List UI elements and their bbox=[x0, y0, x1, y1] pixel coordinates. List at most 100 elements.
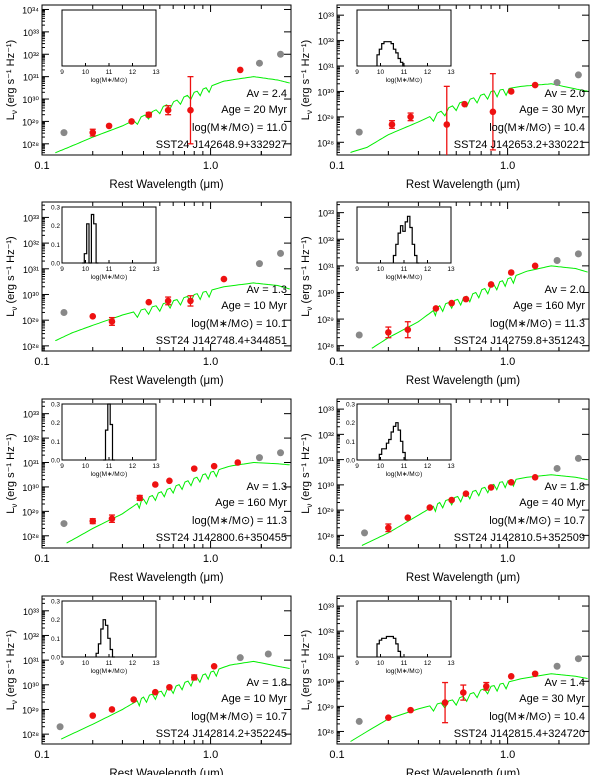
inset-frame bbox=[356, 206, 452, 264]
y-tick-label: 10³⁰ bbox=[22, 95, 39, 105]
inset-y-tick-label: 0.0 bbox=[51, 655, 60, 662]
photometry-point bbox=[108, 706, 116, 713]
photometry-point bbox=[145, 298, 153, 306]
y-tick-label: 10³² bbox=[318, 235, 334, 245]
y-tick-label: 10³⁰ bbox=[317, 288, 334, 298]
age-label: Age = 10 Myr bbox=[221, 300, 287, 312]
inset-x-tick-label: 12 bbox=[424, 463, 432, 470]
av-label: Av = 2.0 bbox=[545, 284, 585, 296]
inset-y-tick-label: 0.1 bbox=[346, 439, 355, 446]
inset-frame bbox=[61, 600, 157, 658]
inset-x-tick-label: 11 bbox=[106, 69, 113, 76]
stellar-mass-label: log(M∗/M⊙) = 11.0 bbox=[192, 122, 287, 134]
photometry-point bbox=[487, 484, 495, 491]
photometry-point bbox=[190, 674, 198, 681]
inset-x-tick-label: 10 bbox=[377, 463, 385, 470]
y-tick-label: 10³⁰ bbox=[22, 681, 39, 691]
inset-x-tick-label: 9 bbox=[60, 69, 64, 76]
x-tick-label: 1.0 bbox=[203, 553, 218, 565]
y-tick-label: 10²⁹ bbox=[317, 506, 334, 516]
mass-histogram bbox=[95, 619, 115, 658]
x-tick-label: 1.0 bbox=[203, 160, 218, 172]
y-axis-label-symbol: L bbox=[300, 311, 312, 317]
y-axis-label-symbol: L bbox=[5, 508, 17, 514]
y-tick-label: 10³¹ bbox=[23, 73, 39, 83]
inset-frame bbox=[356, 600, 452, 658]
mips-point bbox=[553, 464, 561, 472]
y-axis-label-units: (erg s⁻¹ Hz⁻¹) bbox=[5, 236, 17, 306]
av-label: Av = 1.8 bbox=[545, 481, 585, 493]
mass-histogram-inset: 9 10 11 12 13 0.3 0.2 0.1 0.0 log(M∗/M⊙) bbox=[51, 402, 160, 479]
photometry-point bbox=[531, 473, 539, 481]
photometry-point bbox=[507, 88, 515, 95]
inset-y-tick-label: 0.0 bbox=[51, 261, 60, 268]
y-tick-label: 10³⁰ bbox=[317, 87, 334, 97]
inset-y-tick-label: 0.2 bbox=[346, 420, 355, 427]
inset-x-tick-label: 13 bbox=[447, 266, 455, 273]
age-label: Age = 160 Myr bbox=[513, 300, 585, 312]
photometry-point bbox=[462, 295, 470, 303]
y-tick-label: 10³⁰ bbox=[22, 290, 39, 300]
photometry-point bbox=[487, 281, 495, 288]
y-tick-label: 10³³ bbox=[23, 28, 39, 38]
inset-x-axis-label: log(M∗/M⊙) bbox=[386, 471, 423, 478]
model-sed-line bbox=[66, 461, 290, 544]
inset-x-tick-label: 12 bbox=[424, 660, 432, 667]
inset-y-tick-label: 0.0 bbox=[346, 458, 355, 465]
inset-x-tick-label: 11 bbox=[106, 266, 113, 273]
y-tick-label: 10³³ bbox=[318, 405, 334, 415]
photometry-point bbox=[461, 100, 468, 108]
plot-frame bbox=[336, 4, 590, 156]
stellar-mass-label: log(M∗/M⊙) = 10.4 bbox=[489, 711, 585, 723]
y-tick-label: 10²⁹ bbox=[22, 705, 39, 715]
x-tick-label: 0.1 bbox=[329, 749, 344, 761]
y-tick-label: 10³¹ bbox=[23, 265, 39, 275]
y-tick-label: 10³² bbox=[318, 627, 334, 637]
mips-point bbox=[236, 654, 244, 662]
photometry-point bbox=[507, 479, 515, 486]
inset-x-tick-label: 11 bbox=[106, 463, 113, 470]
inset-x-tick-label: 12 bbox=[424, 69, 432, 76]
mips-point bbox=[277, 50, 285, 58]
inset-x-tick-label: 9 bbox=[60, 266, 64, 273]
y-axis-label-symbol: L bbox=[300, 704, 312, 710]
y-tick-label: 10³² bbox=[23, 239, 39, 249]
inset-x-tick-label: 12 bbox=[424, 266, 432, 273]
y-axis-label: Lν (erg s⁻¹ Hz⁻¹) bbox=[300, 40, 314, 120]
y-tick-label: 10³⁴ bbox=[22, 5, 39, 15]
photometry-point bbox=[507, 269, 515, 276]
plot-frame bbox=[41, 398, 292, 549]
y-tick-label: 10³⁰ bbox=[317, 481, 334, 491]
x-axis-label: Rest Wavelength (μm) bbox=[109, 572, 223, 584]
inset-frame bbox=[61, 206, 157, 264]
mips-point bbox=[361, 529, 369, 537]
source-name-label: SST24 J142814.2+352245 bbox=[156, 728, 287, 740]
photometry-point bbox=[448, 299, 455, 307]
mips-point bbox=[574, 250, 582, 258]
sed-panel: 0.1 1.0 10²⁸ 10²⁹ 10³⁰ 10³¹ 10³² 10³³ 9 10 11 12 13 l… bbox=[300, 201, 590, 387]
inset-x-tick-label: 9 bbox=[60, 463, 64, 470]
photometry-point bbox=[443, 121, 451, 128]
y-axis-label-symbol: L bbox=[300, 114, 312, 120]
inset-x-tick-label: 13 bbox=[447, 69, 455, 76]
mips-point bbox=[574, 71, 582, 79]
y-tick-label: 10²⁹ bbox=[22, 117, 39, 127]
photometry-point bbox=[187, 297, 194, 305]
y-tick-label: 10³¹ bbox=[318, 456, 334, 466]
x-tick-label: 0.1 bbox=[34, 749, 49, 761]
photometry-point bbox=[105, 122, 113, 130]
y-axis-label-subscript: ν bbox=[305, 110, 314, 114]
y-tick-label: 10³¹ bbox=[318, 62, 334, 72]
source-name-label: SST24 J142653.2+330221 bbox=[454, 139, 585, 151]
stellar-mass-label: log(M∗/M⊙) = 10.7 bbox=[489, 515, 585, 527]
inset-x-tick-label: 11 bbox=[106, 660, 113, 667]
photometry-point bbox=[128, 118, 135, 125]
av-label: Av = 1.3 bbox=[247, 481, 287, 493]
inset-x-axis-label: log(M∗/M⊙) bbox=[386, 668, 423, 675]
photometry-point bbox=[89, 129, 97, 136]
y-tick-label: 10³³ bbox=[318, 11, 334, 21]
inset-x-tick-label: 12 bbox=[129, 660, 137, 667]
mips-point bbox=[264, 650, 272, 658]
y-axis-label: Lν (erg s⁻¹ Hz⁻¹) bbox=[5, 40, 19, 120]
photometry-point bbox=[89, 313, 97, 320]
